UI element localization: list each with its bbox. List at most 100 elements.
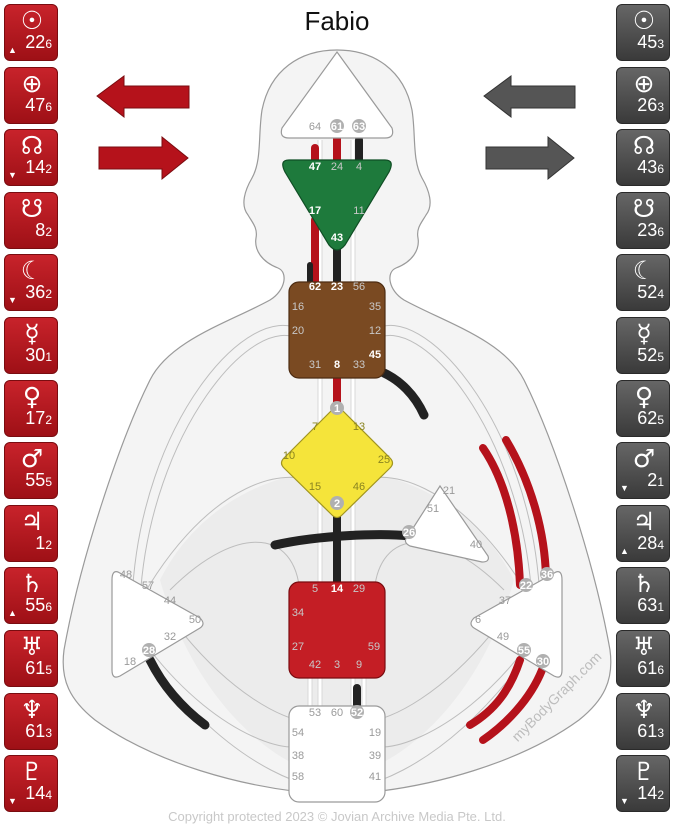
gate-61: 61: [331, 121, 343, 133]
gate-number: 28: [637, 532, 658, 553]
gate-active-marker: [350, 705, 364, 719]
gate-11: 11: [353, 205, 364, 217]
gate-number: 47: [25, 94, 46, 115]
gate-line-value: 61.5: [25, 659, 52, 683]
moon-icon: ☾: [632, 256, 656, 286]
gate-27: 27: [292, 641, 304, 653]
gate-line-value: 55.6: [25, 596, 52, 620]
solar-plexus-center: [470, 571, 563, 678]
line-number: 6: [657, 662, 664, 677]
gate-line-value: 2.1: [647, 471, 664, 495]
ego-center: [404, 484, 489, 563]
earth-icon: ⊕: [633, 68, 655, 98]
gate-17: 17: [309, 205, 321, 217]
gate-35: 35: [369, 301, 381, 313]
design-activation-neptune[interactable]: ♆61.3: [4, 692, 58, 750]
personality-activation-earth[interactable]: ⊕26.3: [616, 66, 670, 124]
gate-number: 22: [25, 32, 46, 52]
direction-mark: ▼: [8, 796, 17, 807]
gate-44: 44: [164, 595, 176, 607]
gate-active-marker: [330, 496, 344, 510]
personality-arrow-left: [483, 75, 576, 119]
design-column: ☉▲22.6⊕47.6☊▼14.2☋8.2☾▼36.2☿30.1♀17.2♂55…: [4, 4, 58, 818]
personality-activation-neptune[interactable]: ♆61.3: [616, 692, 670, 750]
saturn-icon: ♄: [20, 569, 44, 599]
venus-icon: ♀: [22, 381, 42, 411]
gate-line-value: 52.4: [637, 283, 664, 307]
personality-activation-pluto[interactable]: ♇▼ 14.2: [616, 755, 670, 813]
gate-57: 57: [142, 580, 154, 592]
line-number: 5: [45, 662, 52, 677]
spleen-center: [111, 571, 204, 678]
gate-9: 9: [356, 659, 362, 671]
gate-41: 41: [369, 771, 381, 783]
neptune-icon: ♆: [632, 694, 656, 724]
design-activation-pluto[interactable]: ♇▼ 14.4: [4, 755, 58, 813]
gate-number: 55: [25, 470, 46, 491]
design-activation-jupiter[interactable]: ♃1.2: [4, 504, 58, 562]
gate-number: 61: [25, 657, 46, 678]
gate-29: 29: [353, 583, 365, 595]
design-activation-moon[interactable]: ☾▼ 36.2: [4, 254, 58, 312]
personality-activation-jupiter[interactable]: ♃▲ 28.4: [616, 504, 670, 562]
line-number: 1: [657, 475, 664, 490]
personality-activation-sun[interactable]: ☉45.3: [616, 4, 670, 61]
design-activation-north-node[interactable]: ☊▼ 14.2: [4, 129, 58, 187]
direction-mark: ▼: [620, 483, 629, 494]
gate-line-value: 26.3: [637, 96, 664, 120]
line-number: 3: [657, 725, 664, 740]
gate-48: 48: [120, 569, 132, 581]
personality-activation-uranus[interactable]: ♅61.6: [616, 629, 670, 687]
gate-active-marker: [330, 119, 344, 133]
gate-10: 10: [283, 450, 295, 462]
gate-line-value: 23.6: [637, 221, 664, 245]
personality-activation-south-node[interactable]: ☋23.6: [616, 191, 670, 249]
gate-4: 4: [356, 161, 362, 173]
personality-activation-mars[interactable]: ♂▼ 2.1: [616, 442, 670, 500]
gate-39: 39: [369, 750, 381, 762]
gate-number: 45: [637, 32, 658, 52]
personality-activation-mercury[interactable]: ☿52.5: [616, 316, 670, 374]
design-activation-mars[interactable]: ♂55.5: [4, 442, 58, 500]
uranus-icon: ♅: [20, 631, 44, 661]
design-activation-saturn[interactable]: ♄▲ 55.6: [4, 567, 58, 625]
gate-line-value: 28.4: [637, 534, 664, 558]
gate-line-value: 55.5: [25, 471, 52, 495]
gate-7: 7: [312, 421, 318, 433]
south-node-icon: ☋: [632, 193, 656, 223]
design-activation-uranus[interactable]: ♅61.5: [4, 629, 58, 687]
neptune-icon: ♆: [20, 694, 44, 724]
design-activation-venus[interactable]: ♀17.2: [4, 379, 58, 437]
gate-51: 51: [427, 503, 439, 515]
root-center: [288, 705, 386, 803]
gate-22: 22: [520, 580, 532, 592]
gate-active-marker: [402, 525, 416, 539]
mars-icon: ♂: [20, 444, 44, 474]
personality-activation-saturn[interactable]: ♄63.1: [616, 567, 670, 625]
personality-activation-north-node[interactable]: ☊43.6: [616, 129, 670, 187]
personality-activation-moon[interactable]: ☾52.4: [616, 254, 670, 312]
gate-line-value: 52.5: [637, 346, 664, 370]
gate-60: 60: [331, 707, 343, 719]
personality-activation-venus[interactable]: ♀62.5: [616, 379, 670, 437]
design-activation-south-node[interactable]: ☋8.2: [4, 191, 58, 249]
gate-19: 19: [369, 727, 381, 739]
design-activation-earth[interactable]: ⊕47.6: [4, 66, 58, 124]
gate-line-value: 36.2: [25, 283, 52, 307]
mars-icon: ♂: [632, 444, 656, 474]
gate-64: 64: [309, 121, 321, 133]
personality-column: ☉45.3⊕26.3☊43.6☋23.6☾52.4☿52.5♀62.5♂▼2.1…: [616, 4, 670, 818]
line-number: 4: [657, 287, 664, 302]
venus-icon: ♀: [634, 381, 654, 411]
design-activation-mercury[interactable]: ☿30.1: [4, 316, 58, 374]
gate-15: 15: [309, 481, 321, 493]
copyright-notice: Copyright protected 2023 © Jovian Archiv…: [168, 809, 506, 824]
gate-line-value: 63.1: [637, 596, 664, 620]
line-number: 5: [657, 349, 664, 364]
gate-number: 43: [637, 157, 658, 178]
gate-43: 43: [331, 232, 343, 244]
design-activation-sun[interactable]: ☉▲ 22.6: [4, 4, 58, 61]
gate-number: 61: [637, 720, 658, 741]
gate-20: 20: [292, 325, 304, 337]
